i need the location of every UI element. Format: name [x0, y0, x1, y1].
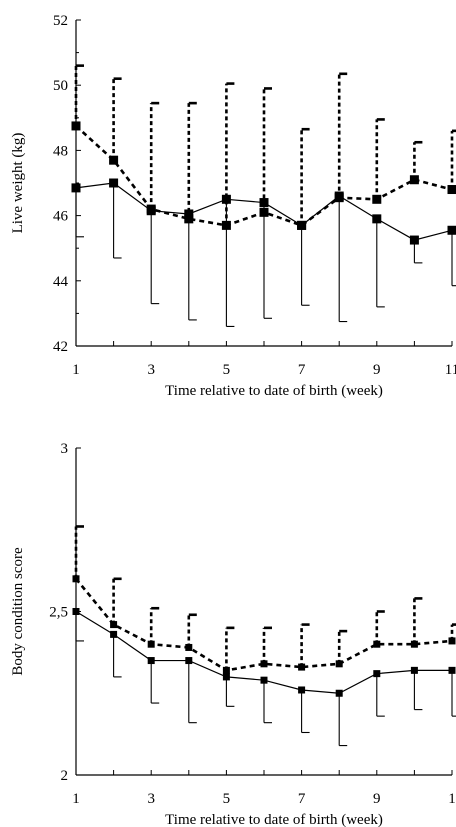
x-tick-label: 5: [223, 791, 231, 807]
y-axis-title: Live weight (kg): [10, 133, 26, 234]
x-tick-label: 11: [445, 362, 456, 378]
data-point: [410, 666, 418, 674]
x-tick-label: 1: [448, 791, 456, 807]
y-tick-label: 46: [53, 209, 69, 225]
data-point: [297, 220, 307, 230]
data-point: [184, 214, 194, 224]
y-axis-title: Body condition score: [10, 547, 26, 676]
data-point: [147, 657, 155, 665]
data-point: [259, 207, 269, 217]
data-point: [335, 689, 343, 697]
solid-series: [72, 608, 456, 747]
y-tick-label: 3: [61, 441, 69, 457]
data-point: [372, 194, 382, 204]
y-tick-label: 52: [53, 13, 68, 29]
live-weight-chart: 42 44 46 48 50 52 1 3 5 7 9 11 Time relative to date…: [10, 13, 456, 399]
x-tick-label: 5: [223, 362, 231, 378]
data-point: [448, 637, 456, 645]
y-tick-label: 50: [53, 78, 68, 94]
x-tick-label: 1: [72, 791, 80, 807]
data-point: [260, 660, 268, 668]
x-axis-title: Time relative to date of birth (week): [165, 383, 383, 399]
data-point: [221, 220, 231, 230]
y-tick-label: 44: [53, 274, 69, 290]
data-point: [260, 676, 268, 684]
data-point: [448, 666, 456, 674]
data-point: [298, 663, 306, 671]
data-point: [72, 575, 80, 583]
data-point: [221, 194, 231, 204]
data-point: [147, 640, 155, 648]
data-point: [410, 640, 418, 648]
x-tick-label: 9: [373, 362, 381, 378]
data-point: [372, 214, 382, 224]
x-tick-label: 7: [298, 362, 306, 378]
data-point: [184, 209, 194, 219]
data-point: [71, 121, 81, 131]
data-point: [222, 673, 230, 681]
x-tick-label: 3: [147, 362, 155, 378]
dashed-series: [71, 64, 456, 230]
data-point: [409, 235, 419, 245]
data-point: [447, 225, 456, 235]
x-tick-label: 1: [72, 362, 80, 378]
data-point: [110, 621, 118, 629]
data-point: [109, 178, 119, 188]
y-tick-label: 42: [53, 339, 68, 355]
y-tick-label: 2: [61, 768, 69, 784]
data-point: [447, 185, 456, 195]
data-point: [185, 643, 193, 651]
y-tick-label: 48: [53, 143, 68, 159]
y-tick-label: 2,5: [49, 605, 68, 621]
solid-series: [71, 178, 456, 327]
x-tick-label: 9: [373, 791, 381, 807]
data-point: [72, 608, 80, 615]
data-point: [334, 193, 344, 203]
data-point: [109, 155, 119, 165]
data-point: [373, 670, 381, 678]
x-tick-label: 7: [298, 791, 306, 807]
data-point: [146, 204, 156, 214]
data-point: [335, 660, 343, 668]
data-point: [110, 630, 118, 638]
data-point: [222, 666, 230, 674]
data-point: [373, 640, 381, 648]
body-condition-chart: 2 2,5 3 1 3 5 7 9 1 Time relative to date of birt…: [10, 441, 456, 827]
series-line: [74, 577, 453, 672]
dashed-series: [72, 525, 456, 674]
data-point: [409, 175, 419, 185]
x-axis-title: Time relative to date of birth (week): [165, 812, 383, 827]
data-point: [185, 657, 193, 665]
data-point: [71, 183, 81, 193]
data-point: [298, 686, 306, 694]
x-tick-label: 3: [147, 791, 155, 807]
